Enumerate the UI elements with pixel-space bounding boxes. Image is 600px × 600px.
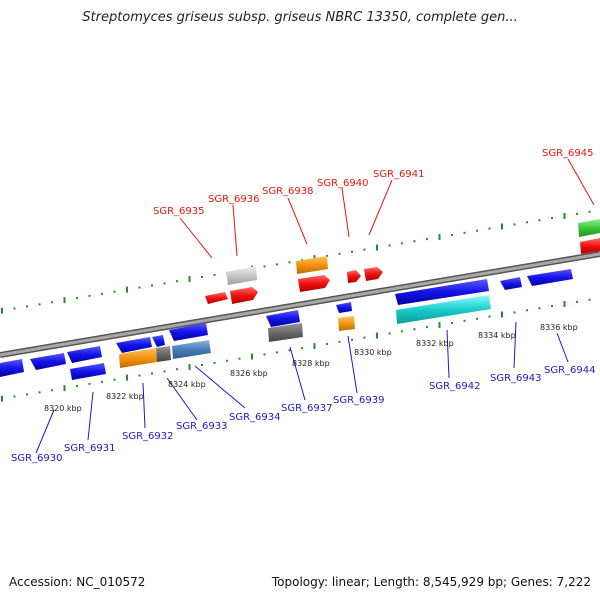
axis-label: 8334 kbp (478, 331, 516, 340)
gene-label[interactable]: SGR_6944 (544, 365, 596, 376)
gene-label[interactable]: SGR_6939 (333, 395, 385, 406)
gene-label[interactable]: SGR_6945 (542, 148, 594, 159)
gene-arrow (296, 256, 328, 274)
gene-label[interactable]: SGR_6930 (11, 453, 63, 464)
accession-text: Accession: NC_010572 (9, 575, 146, 589)
gene-label[interactable]: SGR_6933 (176, 421, 228, 432)
gene-arrow (347, 270, 361, 283)
gene-arrow (70, 363, 106, 380)
map-title: Streptomyces griseus subsp. griseus NBRC… (82, 10, 518, 25)
axis-label: 8336 kbp (540, 323, 578, 332)
gene-label[interactable]: SGR_6937 (281, 403, 333, 414)
upper-tick-track (1, 210, 591, 314)
gene-arrow (172, 340, 211, 359)
gene-arrow (527, 269, 573, 286)
gene-arrow (336, 302, 352, 313)
gene-label[interactable]: SGR_6942 (429, 381, 481, 392)
gene-arrow (580, 238, 600, 254)
gene-arrow (500, 277, 522, 290)
gene-arrow (226, 266, 257, 285)
summary-text: Topology: linear; Length: 8,545,929 bp; … (271, 575, 591, 589)
axis-label: 8330 kbp (354, 348, 392, 357)
gene-label[interactable]: SGR_6943 (490, 373, 542, 384)
gene-arrow (364, 267, 383, 281)
genome-backbone (0, 251, 600, 358)
gene-label[interactable]: SGR_6941 (373, 169, 425, 180)
gene-arrow (395, 279, 489, 305)
gene-arrow (152, 335, 165, 347)
axis-label: 8326 kbp (230, 369, 268, 378)
gene-arrow (119, 348, 157, 368)
forward-genes (205, 219, 600, 304)
gene-arrow (30, 353, 66, 370)
axis-label: 8324 kbp (168, 380, 206, 389)
forward-gene-labels: SGR_6935 SGR_6936 SGR_6938 SGR_6940 SGR_… (153, 148, 594, 217)
gene-arrow (578, 219, 600, 237)
axis-label: 8328 kbp (292, 359, 330, 368)
axis-label: 8332 kbp (416, 339, 454, 348)
gene-arrow (116, 337, 152, 353)
gene-label[interactable]: SGR_6936 (208, 194, 260, 205)
gene-label[interactable]: SGR_6940 (317, 178, 369, 189)
gene-arrow (266, 310, 300, 327)
gene-arrow (338, 316, 355, 331)
gene-arrow (230, 287, 258, 304)
gene-arrow (298, 275, 330, 292)
gene-label[interactable]: SGR_6931 (64, 443, 116, 454)
gene-arrow (169, 323, 208, 341)
label-leaders (35, 158, 595, 454)
gene-arrow (396, 295, 491, 324)
axis-label: 8320 kbp (44, 404, 82, 413)
gene-arrow (0, 359, 24, 377)
gene-arrow (67, 346, 102, 363)
gene-arrow (205, 292, 228, 304)
gene-label[interactable]: SGR_6932 (122, 431, 174, 442)
reverse-gene-labels: SGR_6930 SGR_6931 SGR_6932 SGR_6933 SGR_… (11, 365, 596, 464)
gene-label[interactable]: SGR_6935 (153, 206, 205, 217)
axis-labels: 8320 kbp 8322 kbp 8324 kbp 8326 kbp 8328… (44, 323, 578, 413)
gene-label[interactable]: SGR_6934 (229, 412, 281, 423)
gene-arrow (156, 346, 171, 362)
gene-arrow (268, 323, 303, 342)
lower-tick-track (1, 298, 591, 402)
gene-label[interactable]: SGR_6938 (262, 186, 314, 197)
axis-label: 8322 kbp (106, 392, 144, 401)
reverse-genes (0, 269, 573, 380)
